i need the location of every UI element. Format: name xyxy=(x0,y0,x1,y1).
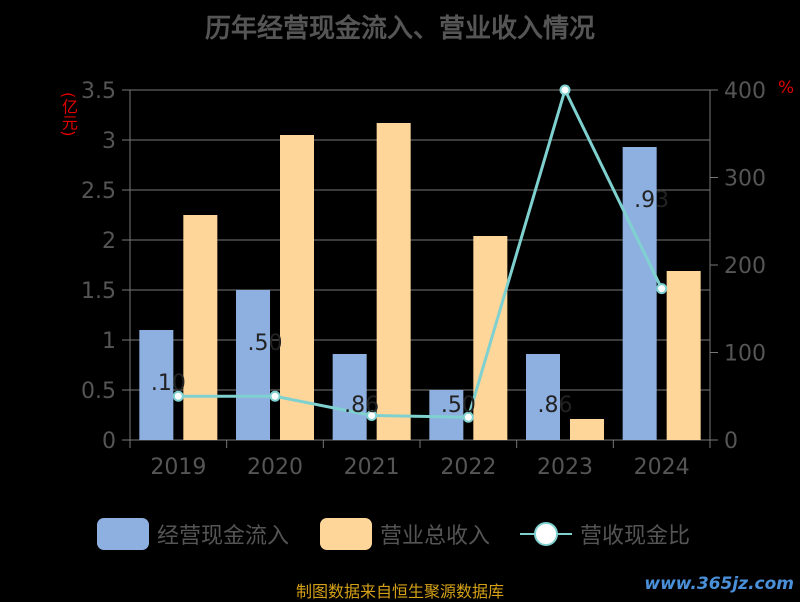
y-left-tick-label: 1.5 xyxy=(81,279,116,304)
legend-label-revenue: 营业总收入 xyxy=(380,524,491,549)
y-left-tick-label: 0.5 xyxy=(81,379,116,404)
point-cash-ratio xyxy=(269,390,281,402)
x-tick-label: 2021 xyxy=(344,455,400,480)
legend-item-cash-ratio[interactable]: 营收现金比 xyxy=(520,516,690,552)
bar-cash-inflow xyxy=(429,390,464,440)
x-tick-label: 2019 xyxy=(150,455,206,480)
legend-item-cash-inflow[interactable]: 经营现金流入 xyxy=(97,516,289,552)
x-tick-label: 2020 xyxy=(247,455,303,480)
data-label-cash-inflow: .10 xyxy=(151,371,186,396)
data-label-cash-inflow: .86 xyxy=(538,393,573,418)
y-right-tick-label: 300 xyxy=(724,167,766,192)
line-cash-ratio xyxy=(178,85,664,419)
legend-swatch-cash-inflow xyxy=(97,518,149,550)
y-right-tick-label: 200 xyxy=(724,254,766,279)
point-cash-ratio xyxy=(656,283,668,295)
y-left-tick-label: 3 xyxy=(102,129,116,154)
x-tick-label: 2024 xyxy=(634,455,690,480)
point-cash-ratio xyxy=(462,411,474,423)
legend-item-revenue[interactable]: 营业总收入 xyxy=(320,516,490,552)
bar-cash-inflow xyxy=(139,330,174,440)
legend: 经营现金流入 营业总收入 营收现金比 xyxy=(0,516,800,556)
bar-revenue xyxy=(183,215,218,440)
bar-cash-inflow xyxy=(332,354,367,440)
y-left-tick-label: 1 xyxy=(102,329,116,354)
left-axis-unit: (亿元) xyxy=(59,92,78,137)
bar-revenue xyxy=(666,271,701,440)
legend-label-cash-ratio: 营收现金比 xyxy=(580,524,691,549)
y-right-tick-label: 0 xyxy=(724,429,738,454)
point-cash-ratio xyxy=(559,84,571,96)
bar-cash-inflow xyxy=(622,147,657,440)
bar-revenue xyxy=(570,419,604,440)
y-right-tick-label: 400 xyxy=(724,79,766,104)
right-axis-unit: % xyxy=(778,78,795,98)
bar-revenue xyxy=(376,123,411,440)
bar-cash-inflow xyxy=(236,290,270,440)
data-label-cash-inflow: .86 xyxy=(344,393,379,418)
point-cash-ratio xyxy=(366,410,378,421)
data-label-cash-inflow: .50 xyxy=(248,331,283,356)
bar-revenue xyxy=(280,135,314,440)
x-tick-label: 2022 xyxy=(440,455,496,480)
legend-label-cash-inflow: 经营现金流入 xyxy=(157,524,290,549)
data-source-note: 制图数据来自恒生聚源数据库 xyxy=(295,582,504,601)
y-right-tick-label: 100 xyxy=(724,342,766,367)
y-left-tick-label: 2 xyxy=(102,229,116,254)
bar-cash-inflow xyxy=(526,354,560,440)
data-label-cash-inflow: .50 xyxy=(441,393,476,418)
y-left-tick-label: 0 xyxy=(102,429,116,454)
data-label-cash-inflow: .93 xyxy=(634,188,669,213)
x-tick-label: 2023 xyxy=(537,455,593,480)
y-left-tick-label: 2.5 xyxy=(81,179,116,204)
y-left-tick-label: 3.5 xyxy=(81,79,116,104)
point-cash-ratio xyxy=(172,390,184,402)
legend-line-marker-icon xyxy=(520,518,572,550)
chart-title: 历年经营现金流入、营业收入情况 xyxy=(204,14,595,44)
watermark: www.365jz.com xyxy=(644,574,794,594)
legend-swatch-revenue xyxy=(320,518,372,550)
